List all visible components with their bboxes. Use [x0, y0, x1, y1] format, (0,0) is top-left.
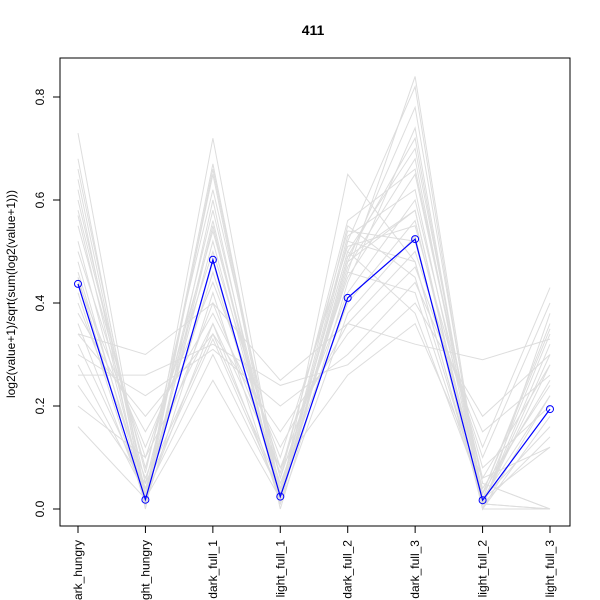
highlight-point: [411, 235, 420, 244]
highlight-point: [343, 293, 352, 302]
background-series-line: [77, 168, 551, 510]
background-series-line: [77, 322, 551, 479]
y-tick-label: 0.0: [33, 500, 47, 517]
highlight-point: [208, 255, 217, 264]
highlight-point: [276, 492, 285, 501]
background-series-line: [77, 136, 551, 505]
highlight-series-line: [77, 238, 551, 502]
highlight-point: [546, 405, 554, 414]
y-axis-label: log2(value+1)/sqrt(sum(log2(value+1))): [4, 190, 18, 398]
x-axis: dark_hungry light_hungry dark_full_1 light_…: [71, 525, 557, 600]
chart-title: 411: [302, 22, 325, 38]
y-tick-label: 0.2: [33, 397, 47, 414]
background-series-line: [77, 302, 551, 381]
highlight-series-group: [74, 235, 554, 505]
y-tick-label: 0.8: [33, 88, 47, 105]
x-tick-label: dark_full_2: [341, 540, 355, 599]
x-tick-label: dark_hungry: [71, 540, 85, 600]
x-tick-label: light_full_3: [543, 540, 557, 598]
x-tick-label: dark_full_1: [206, 540, 220, 599]
y-tick-label: 0.6: [33, 191, 47, 208]
highlight-point: [74, 279, 82, 288]
highlight-point: [478, 496, 487, 505]
x-tick-label: light_full_1: [273, 540, 287, 598]
y-tick-label: 0.4: [33, 294, 47, 311]
background-series-line: [78, 302, 551, 418]
x-tick-label: light_full_2: [476, 540, 490, 598]
background-series-line: [77, 250, 551, 459]
y-axis: 0.0 0.2 0.4 0.6 0.8: [33, 88, 61, 517]
highlight-point: [141, 495, 150, 504]
x-tick-label: dark_full_3: [408, 540, 422, 599]
background-series-group: [77, 76, 551, 511]
background-series-line: [77, 173, 551, 506]
x-tick-label: light_hungry: [138, 540, 152, 600]
